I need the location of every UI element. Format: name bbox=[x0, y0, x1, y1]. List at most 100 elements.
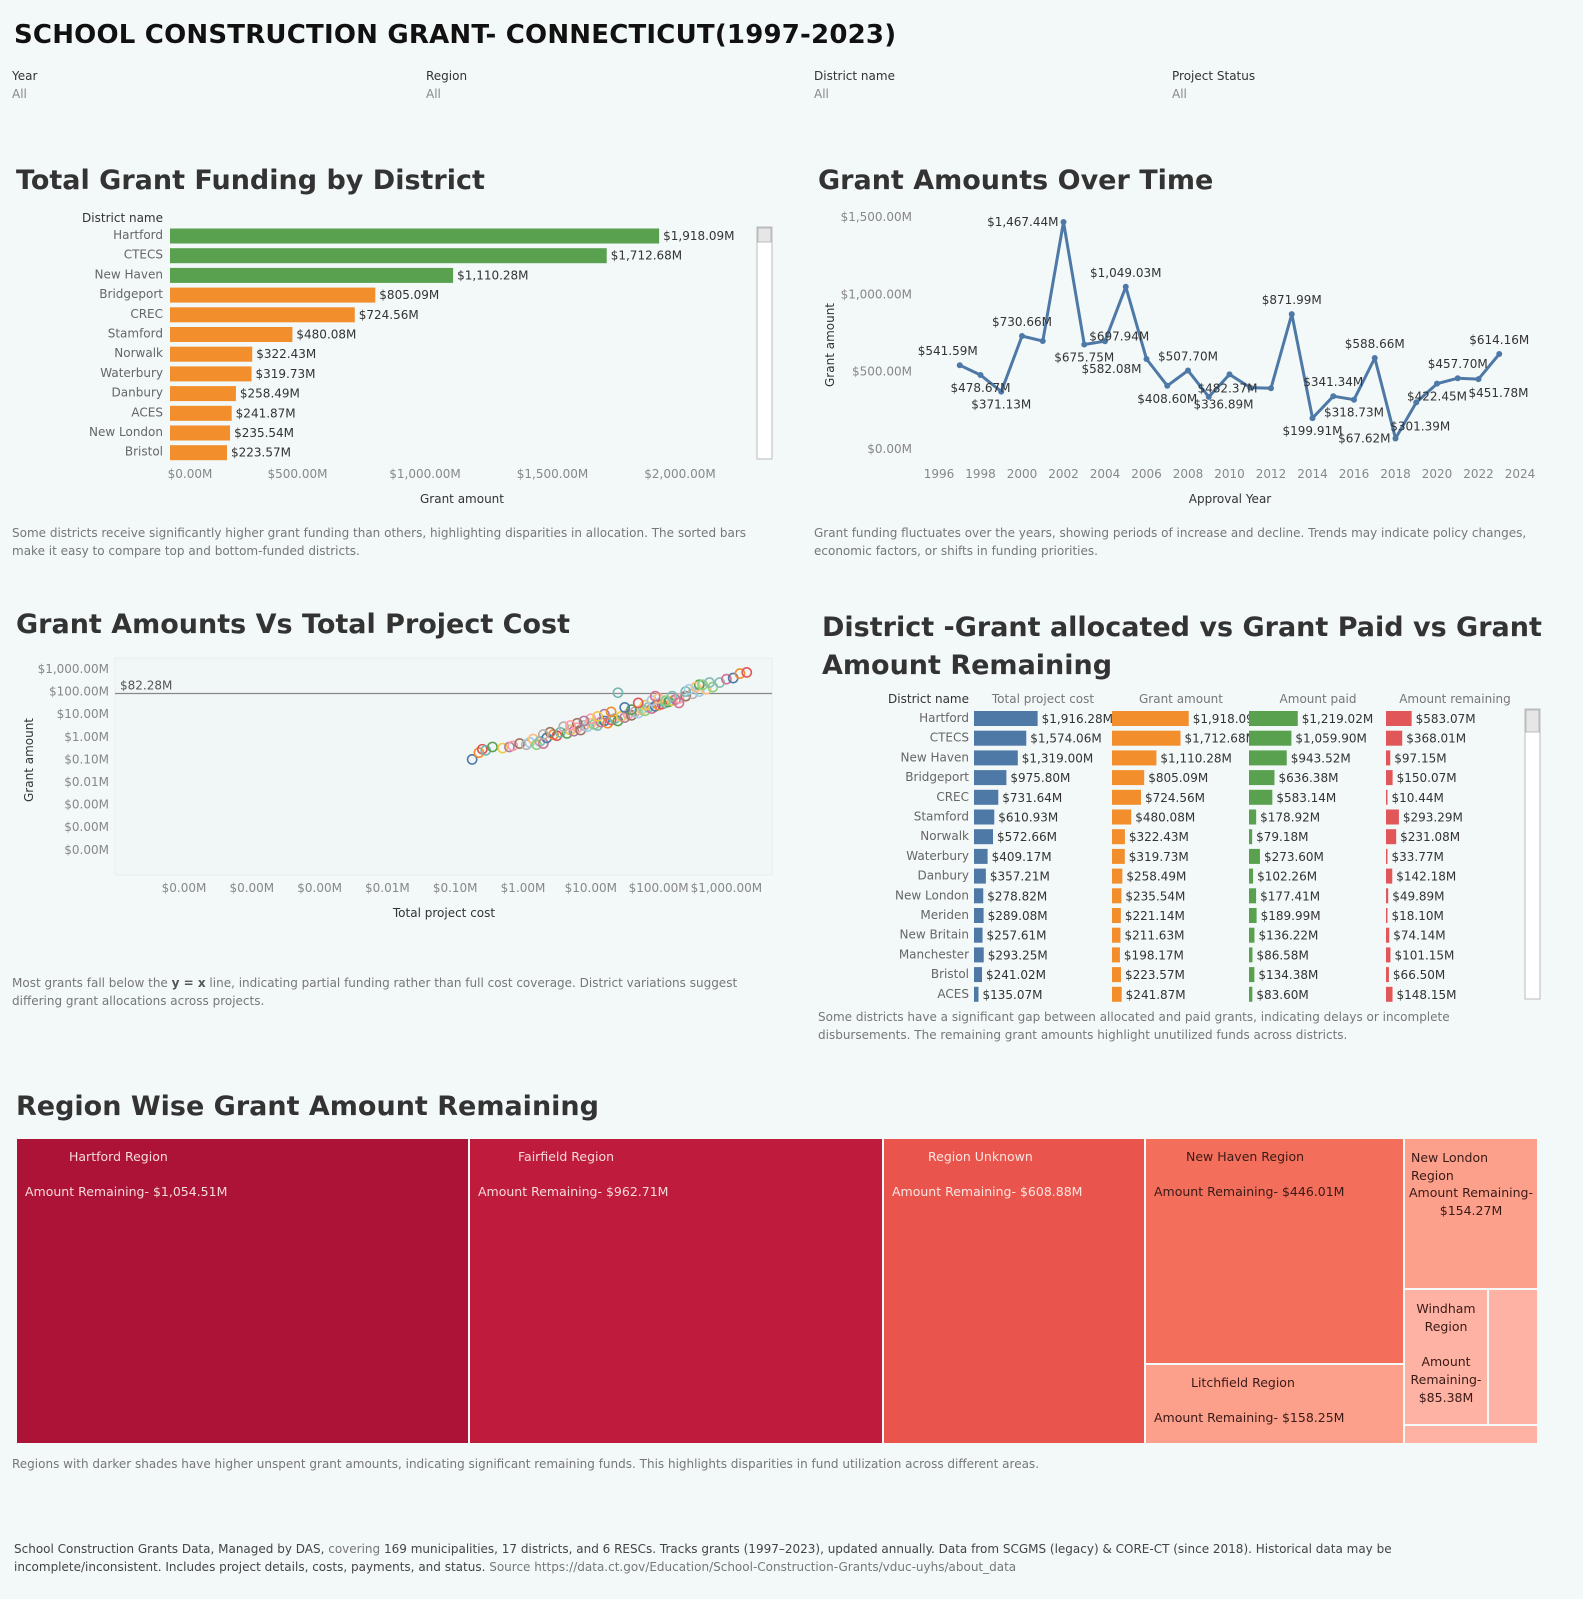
bar bbox=[974, 848, 988, 864]
scatter-point bbox=[578, 715, 590, 727]
region-title: Region Wise Grant Amount Remaining bbox=[16, 1091, 599, 1122]
data-label: $697.94M bbox=[1089, 329, 1149, 343]
bar bbox=[1112, 986, 1122, 1002]
y-tick-label: $0.10M bbox=[64, 752, 109, 766]
region-amount-remaining: Amount Remaining- $1,054.51M bbox=[25, 1184, 228, 1199]
filter-value[interactable]: All bbox=[426, 87, 441, 101]
bar bbox=[1386, 967, 1389, 983]
treemap-cell[interactable]: New Haven Region Amount Remaining- $446.0… bbox=[1145, 1138, 1404, 1364]
data-label: $278.82M bbox=[987, 889, 1047, 903]
bar bbox=[1112, 711, 1189, 726]
scatter-point bbox=[626, 704, 637, 716]
over-time-caption: Grant funding fluctuates over the years,… bbox=[814, 526, 1527, 558]
filter-district-name[interactable]: District name All bbox=[814, 69, 895, 101]
filter-value[interactable]: All bbox=[12, 87, 27, 101]
category-label: Stamford bbox=[108, 327, 163, 341]
treemap-cell[interactable]: New London Region Amount Remaining- $154.… bbox=[1404, 1138, 1538, 1289]
bar bbox=[974, 809, 995, 825]
data-point bbox=[1288, 311, 1295, 318]
bar bbox=[974, 829, 994, 845]
bar bbox=[1112, 829, 1125, 845]
x-axis-title: Approval Year bbox=[1189, 492, 1272, 506]
scatter-point bbox=[554, 726, 566, 738]
data-label: $18.10M bbox=[1392, 909, 1444, 923]
category-label: Hartford bbox=[113, 228, 163, 242]
data-label: $724.56M bbox=[359, 308, 419, 322]
filter-year[interactable]: Year All bbox=[12, 69, 37, 101]
treemap-cell[interactable]: Fairfield Region Amount Remaining- $962.7… bbox=[469, 1138, 883, 1444]
data-label: $457.70M bbox=[1428, 357, 1488, 371]
scatter-point bbox=[592, 711, 603, 722]
treemap-cell[interactable]: Hartford Region Amount Remaining- $1,054.… bbox=[16, 1138, 469, 1444]
bar bbox=[1249, 809, 1257, 825]
bar bbox=[1249, 750, 1287, 766]
y-tick-label: $0.00M bbox=[64, 798, 109, 812]
data-label: $730.66M bbox=[992, 315, 1052, 329]
x-tick-label: 2016 bbox=[1339, 467, 1370, 481]
scatter-point bbox=[524, 737, 536, 748]
treemap-cell[interactable]: Windham Region Amount Remaining- $85.38M bbox=[1404, 1289, 1488, 1425]
x-tick-label: $0.01M bbox=[365, 881, 410, 895]
column-header: District name bbox=[82, 211, 163, 225]
scatter-point bbox=[741, 666, 753, 678]
data-label: $1,319.00M bbox=[1022, 751, 1093, 765]
data-point bbox=[1330, 393, 1337, 400]
scatter-point bbox=[721, 673, 732, 685]
bar bbox=[974, 750, 1018, 766]
bar bbox=[1249, 908, 1257, 923]
bar bbox=[170, 307, 355, 323]
bar bbox=[1112, 750, 1157, 766]
bar bbox=[170, 287, 376, 303]
data-label: $142.18M bbox=[1396, 870, 1456, 884]
treemap-cell-small[interactable] bbox=[1488, 1289, 1538, 1425]
caption-emphasis: y = x bbox=[171, 976, 206, 990]
reference-line-label: $82.28M bbox=[120, 679, 172, 693]
scatter-point bbox=[605, 706, 617, 718]
data-label: $588.66M bbox=[1345, 337, 1405, 351]
bar bbox=[1249, 868, 1254, 884]
scatter-point bbox=[632, 697, 644, 709]
x-tick-label: $100.00M bbox=[629, 881, 689, 895]
category-label: New Haven bbox=[901, 750, 969, 764]
data-label: $289.08M bbox=[988, 909, 1048, 923]
filter-project-status[interactable]: Project Status All bbox=[1172, 69, 1255, 101]
filter-region[interactable]: Region All bbox=[426, 69, 467, 101]
y-tick-label: $1,500.00M bbox=[841, 210, 912, 224]
x-axis-title: Grant amount bbox=[420, 492, 504, 506]
filter-value[interactable]: All bbox=[1172, 87, 1187, 101]
data-label: $221.14M bbox=[1125, 909, 1185, 923]
category-label: ACES bbox=[937, 987, 969, 1001]
treemap-cell[interactable]: Litchfield Region Amount Remaining- $158.… bbox=[1145, 1364, 1404, 1444]
data-label: $675.75M bbox=[1054, 350, 1114, 364]
y-tick-label: $1,000.00M bbox=[38, 662, 109, 676]
scatter-point bbox=[697, 679, 709, 691]
scatter-point bbox=[690, 681, 702, 693]
treemap-cell-small[interactable] bbox=[1404, 1425, 1538, 1444]
footer-text: 169 municipalities, 17 districts, and 6 … bbox=[14, 1542, 1392, 1574]
filter-value[interactable]: All bbox=[814, 87, 829, 101]
bar bbox=[1112, 809, 1132, 825]
data-label: $223.57M bbox=[1125, 968, 1185, 982]
category-label: Meriden bbox=[920, 908, 969, 922]
bar bbox=[1112, 868, 1123, 884]
bar bbox=[1112, 927, 1121, 943]
data-point bbox=[1247, 384, 1254, 391]
category-label: CTECS bbox=[124, 248, 163, 262]
bar bbox=[1112, 908, 1121, 923]
scatter-point bbox=[544, 726, 556, 738]
treemap-cell[interactable]: Region Unknown Amount Remaining- $608.88M bbox=[883, 1138, 1145, 1444]
bar bbox=[170, 248, 607, 264]
category-label: New Haven bbox=[95, 267, 163, 281]
scatter-point bbox=[487, 741, 498, 753]
x-tick-label: $1.00M bbox=[501, 881, 546, 895]
data-label: $871.99M bbox=[1262, 293, 1322, 307]
data-point bbox=[1392, 435, 1399, 442]
bar bbox=[1386, 947, 1391, 963]
data-label: $67.62M bbox=[1338, 432, 1390, 446]
bar bbox=[1386, 986, 1393, 1002]
filter-label: Project Status bbox=[1172, 69, 1256, 83]
data-label: $482.37M bbox=[1198, 381, 1258, 395]
data-point bbox=[1185, 367, 1191, 374]
data-label: $322.43M bbox=[1129, 830, 1189, 844]
data-point bbox=[1351, 396, 1357, 403]
